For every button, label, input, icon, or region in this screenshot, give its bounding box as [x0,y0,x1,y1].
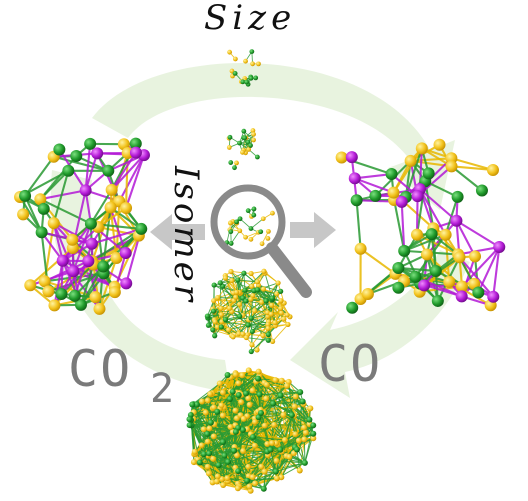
magnifier-icon [210,184,312,298]
co2-subscript: 2 [150,366,175,412]
cluster-size-5 [186,367,317,494]
cluster-size-1 [227,49,261,87]
isomer-label: Isomer [166,166,206,304]
co-label: CO [318,335,383,393]
arrow-right-icon [290,212,336,248]
cluster-size-3 [224,206,275,247]
cluster-right [335,138,506,314]
cluster-left [14,137,150,315]
cluster-size-2 [226,128,260,171]
cluster-size-4 [204,268,293,355]
size-label: Size [204,0,297,38]
arrow-left-icon [150,214,205,250]
co2-label: CO [68,340,133,398]
